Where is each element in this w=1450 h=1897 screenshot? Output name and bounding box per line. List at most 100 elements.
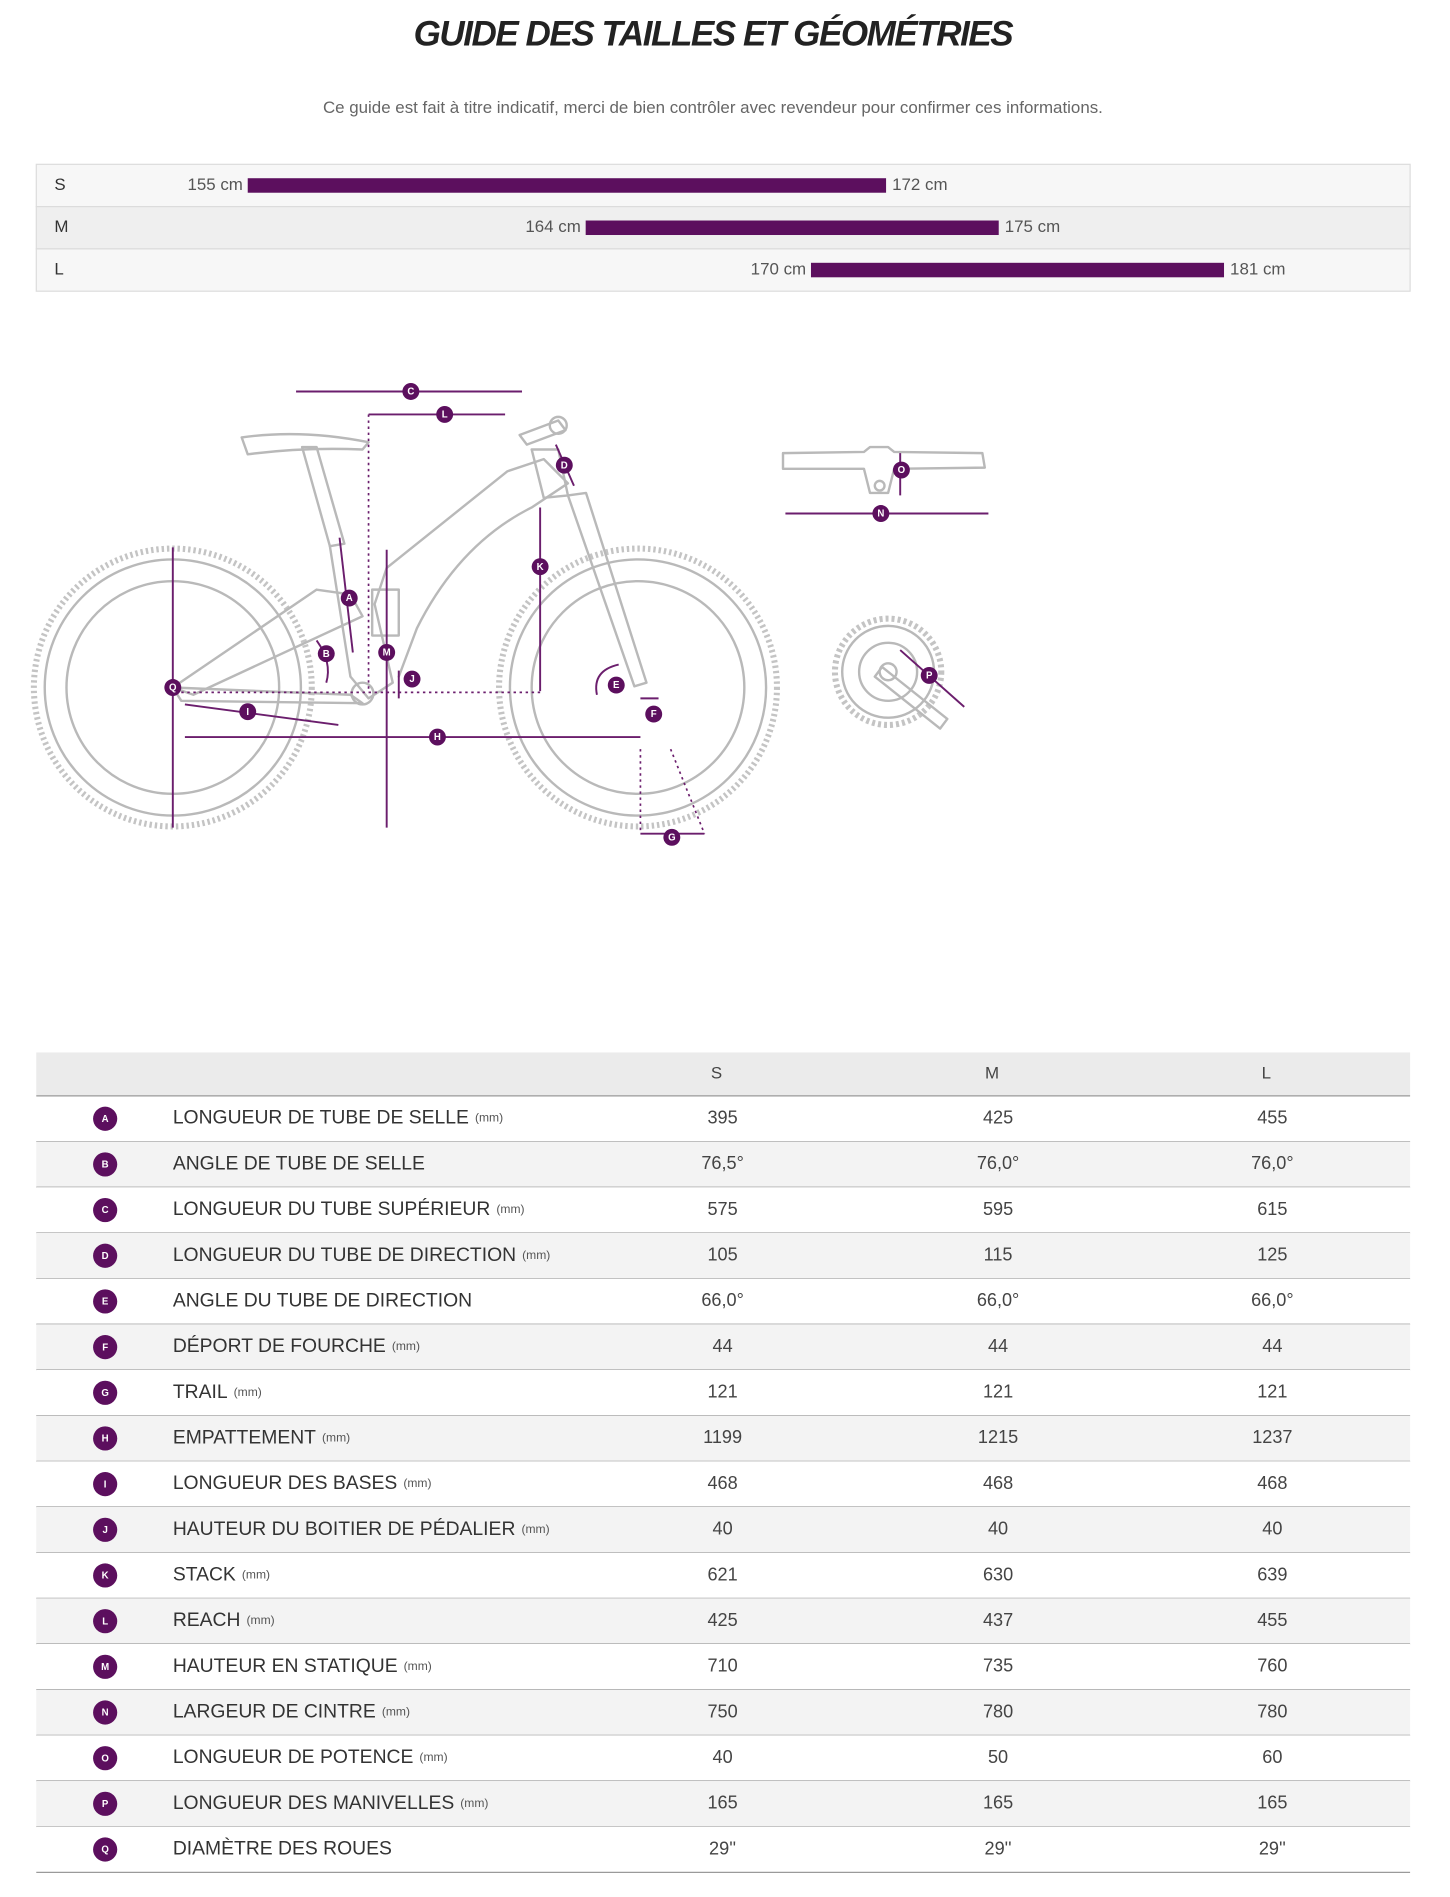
row-unit: (mm) [521,1522,549,1536]
letter-badge [403,670,421,688]
shock [370,588,400,637]
letter-badge [93,1335,118,1360]
row-unit: (mm) [382,1705,410,1719]
letter-badge-text: N [102,1708,109,1719]
letter-badge [93,1106,118,1131]
cell-value: 1215 [978,1427,1018,1447]
letter-badge [340,589,358,607]
letter-badge-text: M [383,648,391,659]
range-bar [585,220,999,236]
cell-value: 121 [983,1382,1013,1402]
cell-value: 780 [1257,1701,1287,1721]
cell-value: 468 [983,1473,1013,1493]
cell-value: 1199 [703,1427,742,1447]
bar-clamp [548,415,568,435]
cell-value: 575 [707,1199,737,1219]
letter-badge-text: F [651,709,657,720]
range-max: 181 cm [1230,260,1285,279]
letter-badge-text: B [102,1160,109,1171]
row-name: LONGUEUR DU TUBE DE DIRECTION [173,1245,516,1266]
letter-badge [892,461,910,479]
cell-value: 165 [1257,1793,1287,1813]
table-row [36,1643,1411,1690]
range-min: 164 cm [525,217,580,236]
cell-value: 595 [983,1199,1013,1219]
table-row [36,1187,1411,1233]
cell-value: 44 [988,1336,1008,1356]
cell-value: 735 [983,1656,1013,1676]
letter-badge [555,456,573,474]
letter-badge-text: J [102,1525,107,1536]
letter-badge [93,1609,118,1634]
letter-badge [645,705,663,723]
range-bar [247,178,887,193]
row-unit: (mm) [403,1476,431,1490]
fork [566,491,648,688]
cell-value: 468 [1257,1473,1287,1493]
cell-value: 395 [707,1108,737,1128]
letter-badge-text: H [102,1434,109,1445]
letter-badge-text: F [102,1342,108,1353]
row-unit: (mm) [392,1339,420,1353]
letter-badge-text: I [104,1479,107,1490]
letter-badge [93,1700,118,1725]
range-min: 155 cm [187,175,242,194]
letter-badge-text: Q [169,683,177,694]
row-label: HAUTEUR DU BOITIER DE PÉDALIER (mm) [173,1517,550,1540]
letter-badge-text: G [101,1388,109,1399]
dim-guide [669,748,706,835]
letter-badge-text: E [613,680,620,691]
page-subtitle: Ce guide est fait à titre indicatif, mer… [323,98,1103,117]
row-name: TRAIL [173,1382,228,1403]
row-label: LONGUEUR DE POTENCE (mm) [173,1747,448,1768]
letter-badge [93,1198,118,1223]
letter-badge [436,405,454,423]
letter-badge [531,558,549,576]
row-label: LONGUEUR DU TUBE DE DIRECTION (mm) [173,1245,551,1266]
front-tire [496,545,780,830]
cell-value: 425 [707,1610,737,1630]
row-label: ANGLE DU TUBE DE DIRECTION [173,1291,472,1312]
crank-arm [873,665,949,730]
letter-badge-text: C [407,387,414,398]
table-row [36,1826,1411,1873]
seat-stay [171,588,364,696]
letter-badge [93,1472,118,1497]
row-unit: (mm) [404,1659,432,1673]
chainring-teeth [831,615,945,728]
letter-badge [872,505,890,522]
spider [857,641,919,703]
row-name: EMPATTEMENT [173,1428,316,1449]
cell-value: 66,0° [1251,1290,1294,1310]
row-name: ANGLE DE TUBE DE SELLE [173,1154,425,1175]
cell-value: 29'' [709,1838,736,1858]
row-name: LONGUEUR DE TUBE DE SELLE [173,1108,469,1129]
size-label: M [54,217,68,236]
row-name: LONGUEUR DE POTENCE [173,1747,414,1768]
cell-value: 425 [983,1108,1013,1128]
table-row [36,1232,1411,1279]
range-bar [810,262,1225,278]
seatpost [300,445,346,548]
letter-badge [93,1837,118,1862]
row-unit: (mm) [247,1613,275,1627]
column-header: S [711,1064,722,1083]
letter-badge [93,1243,118,1268]
row-unit: (mm) [460,1796,488,1810]
table-header [36,1052,1411,1096]
size-label: S [54,175,65,194]
row-unit: (mm) [475,1111,503,1125]
front-tire-inner [508,558,768,817]
letter-badge-text: J [409,674,414,685]
row-name: LONGUEUR DES MANIVELLES [173,1793,454,1814]
chain-stay [171,686,364,705]
cell-value: 29'' [1259,1838,1286,1858]
cell-value: 165 [983,1793,1013,1813]
letter-badge [428,728,446,746]
cell-value: 40 [713,1519,733,1539]
column-header: L [1262,1064,1271,1083]
letter-badge-text: A [346,593,353,604]
cell-value: 639 [1257,1564,1287,1584]
row-unit: (mm) [234,1385,262,1399]
